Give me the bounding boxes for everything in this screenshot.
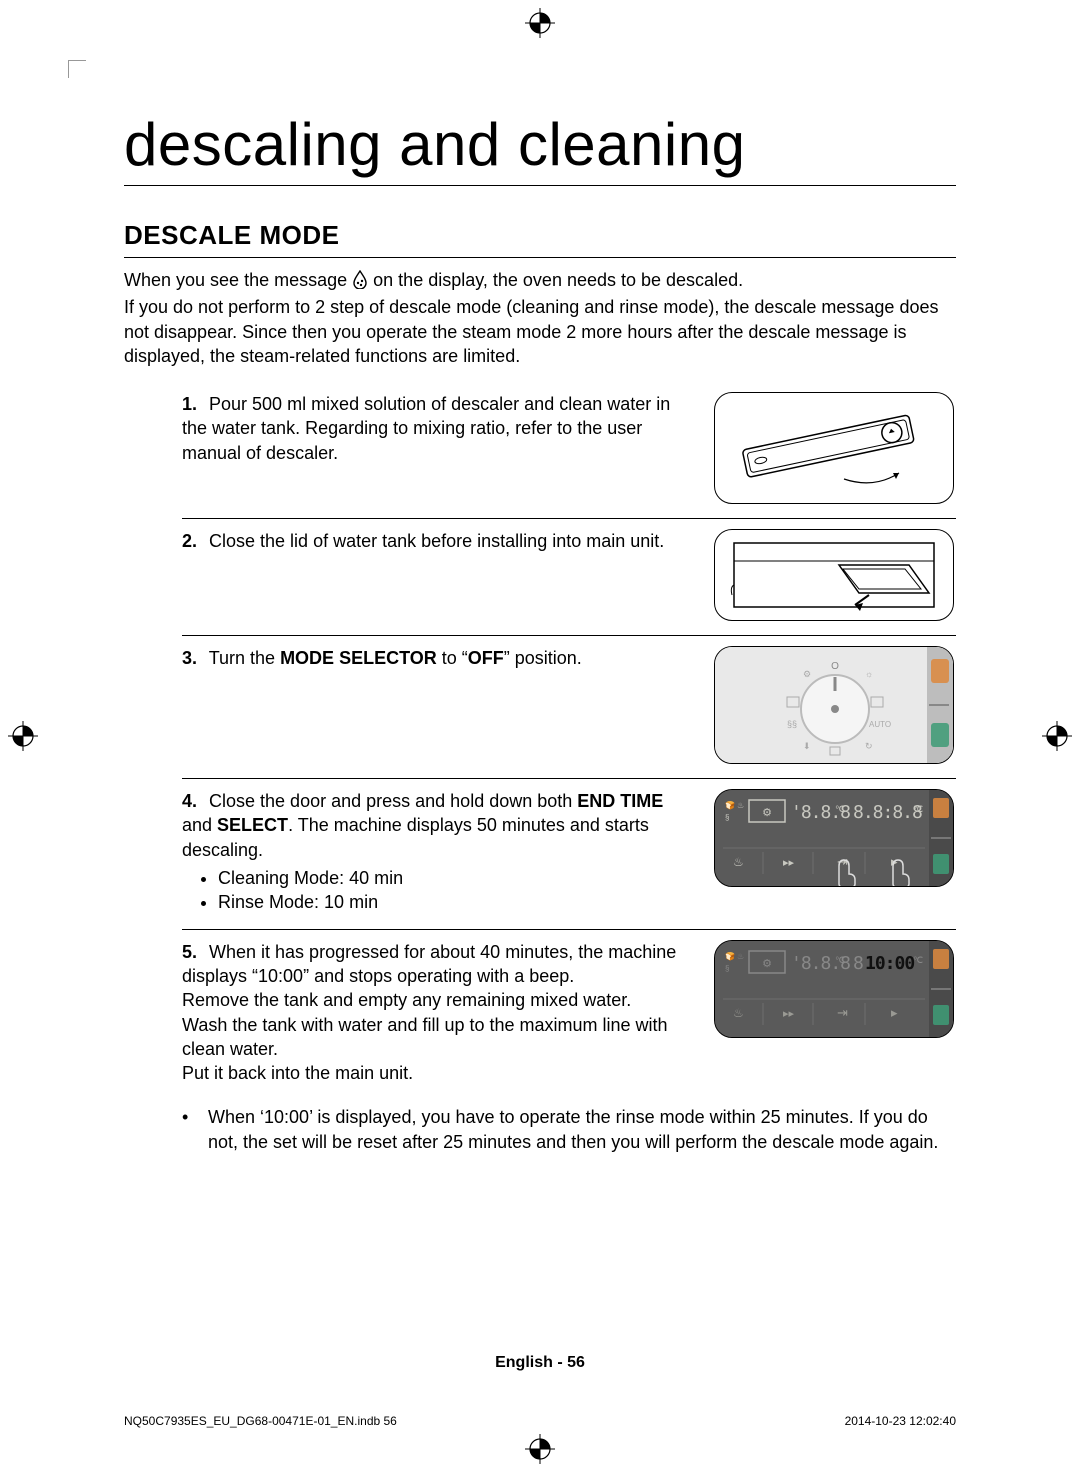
step-5: 5. When it has progressed for about 40 m… xyxy=(182,930,956,1100)
step-4: 4. Close the door and press and hold dow… xyxy=(182,779,956,929)
step-4-bullet-1: Cleaning Mode: 40 min xyxy=(218,866,694,890)
svg-text:§: § xyxy=(725,813,729,822)
step-5-num: 5. xyxy=(182,940,204,964)
svg-text:10:00: 10:00 xyxy=(865,953,914,974)
corner-mark xyxy=(68,60,86,78)
svg-text:⚙: ⚙ xyxy=(762,807,772,819)
steps-list: 1. Pour 500 ml mixed solution of descale… xyxy=(182,382,956,1099)
step-4-figure: ⚙ '8.8.8 ℃ 8.8:8.8 ℃ 🍞 § ♨ ♨ ▸▸ ⇥ xyxy=(712,789,956,914)
svg-text:⚙: ⚙ xyxy=(803,669,811,679)
svg-text:AUTO: AUTO xyxy=(869,720,891,729)
intro-line-1: When you see the message xyxy=(124,270,352,290)
step-5-text: When it has progressed for about 40 minu… xyxy=(182,942,676,1083)
step-5-note: • When ‘10:00’ is displayed, you have to… xyxy=(182,1105,956,1154)
svg-text:℃: ℃ xyxy=(913,804,923,814)
step-4-num: 4. xyxy=(182,789,204,813)
svg-text:℃: ℃ xyxy=(835,804,845,814)
svg-text:⇥: ⇥ xyxy=(837,1005,848,1020)
descale-icon xyxy=(352,270,368,295)
intro-paragraph: When you see the message on the display,… xyxy=(124,268,956,368)
page-title: descaling and cleaning xyxy=(124,110,956,186)
tank-install-diagram-icon xyxy=(724,535,944,615)
svg-text:℃: ℃ xyxy=(913,955,923,965)
step-2-figure xyxy=(712,529,956,621)
step-2-num: 2. xyxy=(182,529,204,553)
print-timestamp: 2014-10-23 12:02:40 xyxy=(845,1414,956,1428)
svg-text:▸▸: ▸▸ xyxy=(783,1008,795,1020)
svg-text:℃: ℃ xyxy=(835,955,845,965)
svg-text:♨: ♨ xyxy=(737,801,744,810)
svg-text:⚙: ⚙ xyxy=(762,958,772,970)
svg-text:🍞: 🍞 xyxy=(725,800,735,810)
step-3-text: Turn the MODE SELECTOR to “OFF” position… xyxy=(209,648,582,668)
svg-text:↻: ↻ xyxy=(865,741,873,751)
svg-text:8: 8 xyxy=(853,953,863,974)
step-1: 1. Pour 500 ml mixed solution of descale… xyxy=(182,382,956,519)
control-panel-1000-icon: ⚙ '8.8.8 ℃ 8 10:00 ℃ 🍞 § ♨ ♨ ▸▸ xyxy=(715,941,953,1037)
section-heading: DESCALE MODE xyxy=(124,220,956,258)
svg-text:♨: ♨ xyxy=(733,855,744,869)
note-text: When ‘10:00’ is displayed, you have to o… xyxy=(208,1105,956,1154)
page-footer: English - 56 xyxy=(0,1354,1080,1372)
svg-text:§: § xyxy=(725,964,729,973)
svg-text:🍞: 🍞 xyxy=(725,951,735,961)
print-footer: NQ50C7935ES_EU_DG68-00471E-01_EN.indb 56… xyxy=(124,1414,956,1428)
print-file: NQ50C7935ES_EU_DG68-00471E-01_EN.indb 56 xyxy=(124,1414,397,1428)
water-tank-diagram-icon xyxy=(724,401,944,496)
step-3: 3. Turn the MODE SELECTOR to “OFF” posit… xyxy=(182,636,956,779)
svg-text:☼: ☼ xyxy=(865,669,873,679)
footer-lang: English - 56 xyxy=(495,1354,585,1371)
svg-text:§§: §§ xyxy=(787,719,797,729)
crop-mark-bottom xyxy=(525,1434,555,1464)
step-1-num: 1. xyxy=(182,392,204,416)
svg-text:O: O xyxy=(831,661,839,672)
control-panel-press-icon: ⚙ '8.8.8 ℃ 8.8:8.8 ℃ 🍞 § ♨ ♨ ▸▸ ⇥ xyxy=(715,790,953,886)
step-3-figure: O ⚙ ☼ §§ AUTO ⬇ ↻ xyxy=(712,646,956,764)
intro-line-1b: on the display, the oven needs to be des… xyxy=(373,270,743,290)
step-4-text: Close the door and press and hold down b… xyxy=(182,791,663,860)
crop-mark-right xyxy=(1042,721,1072,751)
svg-text:⬇: ⬇ xyxy=(803,741,811,751)
crop-mark-top xyxy=(525,8,555,38)
step-1-figure xyxy=(712,392,956,504)
step-1-text: Pour 500 ml mixed solution of descaler a… xyxy=(182,394,670,463)
svg-text:8.8:8.8: 8.8:8.8 xyxy=(853,802,922,823)
intro-line-2: If you do not perform to 2 step of desca… xyxy=(124,297,938,366)
svg-text:▸▸: ▸▸ xyxy=(783,857,795,869)
mode-selector-diagram-icon: O ⚙ ☼ §§ AUTO ⬇ ↻ xyxy=(715,647,953,763)
step-3-num: 3. xyxy=(182,646,204,670)
step-5-figure: ⚙ '8.8.8 ℃ 8 10:00 ℃ 🍞 § ♨ ♨ ▸▸ xyxy=(712,940,956,1086)
svg-text:♨: ♨ xyxy=(737,952,744,961)
page-content: descaling and cleaning DESCALE MODE When… xyxy=(124,110,956,1154)
svg-text:♨: ♨ xyxy=(733,1006,744,1020)
step-4-bullets: Cleaning Mode: 40 min Rinse Mode: 10 min xyxy=(208,866,694,915)
step-2-text: Close the lid of water tank before insta… xyxy=(209,531,664,551)
step-4-bullet-2: Rinse Mode: 10 min xyxy=(218,890,694,914)
svg-text:▸: ▸ xyxy=(891,1005,898,1020)
step-2: 2. Close the lid of water tank before in… xyxy=(182,519,956,636)
bullet-icon: • xyxy=(182,1105,208,1154)
crop-mark-left xyxy=(8,721,38,751)
